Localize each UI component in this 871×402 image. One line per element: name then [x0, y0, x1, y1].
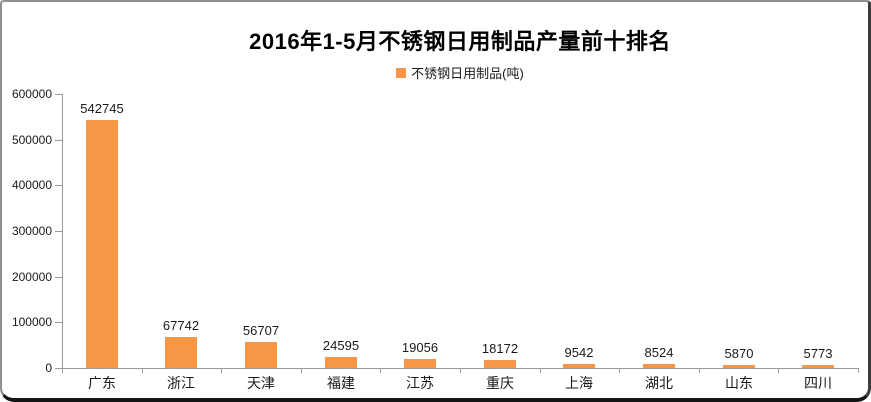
x-axis-category-label: 天津: [247, 375, 275, 391]
y-axis-tick-mark: [55, 139, 62, 141]
x-axis-tick-mark: [619, 368, 620, 373]
x-axis-tick-mark: [62, 368, 63, 373]
y-axis-tick-mark: [55, 322, 62, 324]
bar-value-label: 5773: [803, 346, 833, 361]
x-axis-category-label: 广东: [88, 375, 116, 391]
bar-value-label: 5870: [724, 346, 754, 361]
y-axis-tick-label: 0: [45, 361, 52, 375]
x-axis-category-label: 上海: [565, 375, 593, 391]
y-axis-tick-label: 200000: [11, 269, 52, 284]
bar-四川: [802, 365, 834, 368]
y-axis-tick-mark: [55, 185, 62, 187]
x-axis-category-label: 重庆: [486, 375, 514, 391]
chart-title: 2016年1-5月不锈钢日用制品产量前十排名: [249, 29, 671, 54]
x-axis-tick-mark: [699, 368, 700, 373]
x-axis-tick-mark: [540, 368, 541, 373]
bar-上海: [563, 364, 595, 368]
x-axis-category-label: 山东: [725, 375, 753, 391]
bar-value-label: 8524: [644, 345, 674, 360]
y-axis-tick-mark: [55, 94, 62, 95]
bar-value-label: 67742: [162, 318, 200, 333]
bar-value-label: 9542: [564, 345, 594, 360]
x-axis-tick-mark: [778, 368, 779, 373]
x-axis-tick-mark: [858, 368, 859, 373]
bar-山东: [723, 365, 755, 368]
bar-湖北: [643, 364, 675, 368]
y-axis-tick-mark: [55, 276, 62, 278]
x-axis-tick-mark: [142, 368, 143, 373]
x-axis-tick-mark: [221, 368, 222, 373]
x-axis-category-label: 湖北: [645, 375, 673, 391]
y-axis-tick-mark: [55, 231, 62, 232]
bar-value-label: 56707: [242, 323, 280, 338]
x-axis-category-label: 四川: [804, 375, 832, 391]
y-axis-tick-label: 300000: [11, 224, 52, 238]
legend-series-label: 不锈钢日用制品(吨): [411, 66, 524, 81]
x-axis-tick-mark: [380, 368, 381, 373]
y-axis-tick-label: 400000: [11, 178, 52, 193]
y-axis-tick-mark: [55, 368, 62, 369]
plot-area: 542745 67742 56707 24595 19056 18172 9542 8524 5…: [62, 94, 859, 373]
y-axis-tick-label: 500000: [11, 132, 52, 147]
bar-天津: [245, 342, 277, 368]
x-axis-category-label: 福建: [327, 375, 355, 391]
bar-江苏: [404, 359, 436, 368]
legend: 不锈钢日用制品(吨): [62, 63, 858, 82]
x-axis-category-label: 江苏: [406, 375, 434, 391]
x-axis-category-label: 浙江: [167, 375, 195, 391]
y-axis-tick-label: 100000: [11, 315, 52, 330]
bar-浙江: [165, 337, 197, 368]
y-axis: [62, 94, 63, 369]
x-axis-tick-mark: [460, 368, 461, 373]
bar-value-label: 542745: [80, 101, 124, 116]
legend-series-marker-icon: [396, 67, 407, 78]
bar-value-label: 18172: [481, 341, 519, 356]
bar-重庆: [484, 360, 516, 368]
bar-value-label: 24595: [322, 338, 360, 353]
y-axis-tick-label: 600000: [11, 87, 52, 101]
bar-value-label: 19056: [401, 340, 439, 355]
bar-广东: [86, 120, 118, 368]
x-axis-tick-mark: [301, 368, 302, 373]
bar-福建: [325, 357, 357, 368]
